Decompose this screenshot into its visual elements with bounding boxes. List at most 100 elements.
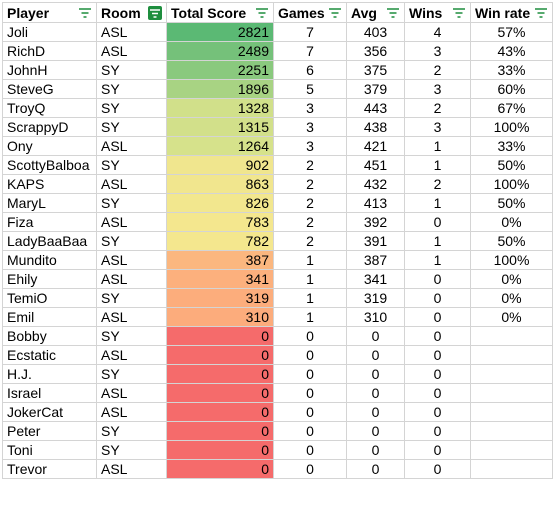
games-cell[interactable]: 0: [273, 459, 347, 479]
total-score-cell[interactable]: 341: [166, 269, 274, 289]
room-cell[interactable]: SY: [96, 60, 167, 80]
games-cell[interactable]: 0: [273, 345, 347, 365]
header-avg[interactable]: Avg: [346, 2, 405, 23]
room-cell[interactable]: ASL: [96, 345, 167, 365]
win-rate-cell[interactable]: 33%: [470, 60, 553, 80]
win-rate-cell[interactable]: [470, 345, 553, 365]
avg-cell[interactable]: 375: [346, 60, 405, 80]
filter-icon[interactable]: [386, 6, 400, 20]
player-cell[interactable]: Joli: [2, 22, 97, 42]
player-cell[interactable]: Israel: [2, 383, 97, 403]
avg-cell[interactable]: 0: [346, 421, 405, 441]
filter-icon[interactable]: [328, 6, 342, 20]
player-cell[interactable]: Toni: [2, 440, 97, 460]
wins-cell[interactable]: 0: [404, 421, 471, 441]
room-cell[interactable]: SY: [96, 326, 167, 346]
avg-cell[interactable]: 421: [346, 136, 405, 156]
win-rate-cell[interactable]: 0%: [470, 269, 553, 289]
total-score-cell[interactable]: 0: [166, 402, 274, 422]
wins-cell[interactable]: 0: [404, 212, 471, 232]
player-cell[interactable]: ScrappyD: [2, 117, 97, 137]
avg-cell[interactable]: 392: [346, 212, 405, 232]
total-score-cell[interactable]: 826: [166, 193, 274, 213]
games-cell[interactable]: 0: [273, 326, 347, 346]
avg-cell[interactable]: 438: [346, 117, 405, 137]
room-cell[interactable]: ASL: [96, 459, 167, 479]
win-rate-cell[interactable]: [470, 459, 553, 479]
header-total-score[interactable]: Total Score: [166, 2, 274, 23]
games-cell[interactable]: 0: [273, 402, 347, 422]
wins-cell[interactable]: 3: [404, 117, 471, 137]
avg-cell[interactable]: 0: [346, 459, 405, 479]
wins-cell[interactable]: 1: [404, 231, 471, 251]
total-score-cell[interactable]: 310: [166, 307, 274, 327]
avg-cell[interactable]: 319: [346, 288, 405, 308]
room-cell[interactable]: ASL: [96, 402, 167, 422]
avg-cell[interactable]: 387: [346, 250, 405, 270]
games-cell[interactable]: 3: [273, 98, 347, 118]
games-cell[interactable]: 2: [273, 193, 347, 213]
wins-cell[interactable]: 0: [404, 269, 471, 289]
total-score-cell[interactable]: 0: [166, 326, 274, 346]
room-cell[interactable]: SY: [96, 155, 167, 175]
wins-cell[interactable]: 1: [404, 136, 471, 156]
total-score-cell[interactable]: 1328: [166, 98, 274, 118]
wins-cell[interactable]: 0: [404, 307, 471, 327]
games-cell[interactable]: 5: [273, 79, 347, 99]
win-rate-cell[interactable]: 0%: [470, 212, 553, 232]
filter-icon[interactable]: [78, 6, 92, 20]
win-rate-cell[interactable]: 57%: [470, 22, 553, 42]
avg-cell[interactable]: 0: [346, 364, 405, 384]
room-cell[interactable]: SY: [96, 79, 167, 99]
player-cell[interactable]: MaryL: [2, 193, 97, 213]
room-cell[interactable]: SY: [96, 193, 167, 213]
wins-cell[interactable]: 2: [404, 98, 471, 118]
avg-cell[interactable]: 391: [346, 231, 405, 251]
games-cell[interactable]: 1: [273, 269, 347, 289]
wins-cell[interactable]: 2: [404, 60, 471, 80]
total-score-cell[interactable]: 0: [166, 459, 274, 479]
avg-cell[interactable]: 0: [346, 326, 405, 346]
win-rate-cell[interactable]: 100%: [470, 250, 553, 270]
player-cell[interactable]: Bobby: [2, 326, 97, 346]
total-score-cell[interactable]: 1315: [166, 117, 274, 137]
room-cell[interactable]: SY: [96, 421, 167, 441]
avg-cell[interactable]: 451: [346, 155, 405, 175]
player-cell[interactable]: SteveG: [2, 79, 97, 99]
filter-icon[interactable]: [534, 6, 548, 20]
wins-cell[interactable]: 0: [404, 402, 471, 422]
avg-cell[interactable]: 0: [346, 402, 405, 422]
avg-cell[interactable]: 379: [346, 79, 405, 99]
win-rate-cell[interactable]: 33%: [470, 136, 553, 156]
games-cell[interactable]: 0: [273, 383, 347, 403]
games-cell[interactable]: 7: [273, 41, 347, 61]
avg-cell[interactable]: 413: [346, 193, 405, 213]
avg-cell[interactable]: 403: [346, 22, 405, 42]
wins-cell[interactable]: 2: [404, 174, 471, 194]
player-cell[interactable]: Emil: [2, 307, 97, 327]
win-rate-cell[interactable]: 100%: [470, 174, 553, 194]
room-cell[interactable]: SY: [96, 117, 167, 137]
avg-cell[interactable]: 443: [346, 98, 405, 118]
filter-active-icon[interactable]: [148, 6, 162, 20]
room-cell[interactable]: SY: [96, 364, 167, 384]
player-cell[interactable]: KAPS: [2, 174, 97, 194]
wins-cell[interactable]: 0: [404, 459, 471, 479]
player-cell[interactable]: Ehily: [2, 269, 97, 289]
win-rate-cell[interactable]: 0%: [470, 307, 553, 327]
games-cell[interactable]: 3: [273, 117, 347, 137]
filter-icon[interactable]: [255, 6, 269, 20]
header-win-rate[interactable]: Win rate: [470, 2, 553, 23]
win-rate-cell[interactable]: 67%: [470, 98, 553, 118]
games-cell[interactable]: 2: [273, 212, 347, 232]
header-player[interactable]: Player: [2, 2, 97, 23]
header-wins[interactable]: Wins: [404, 2, 471, 23]
win-rate-cell[interactable]: [470, 326, 553, 346]
games-cell[interactable]: 6: [273, 60, 347, 80]
total-score-cell[interactable]: 319: [166, 288, 274, 308]
player-cell[interactable]: Peter: [2, 421, 97, 441]
win-rate-cell[interactable]: [470, 440, 553, 460]
room-cell[interactable]: ASL: [96, 174, 167, 194]
avg-cell[interactable]: 310: [346, 307, 405, 327]
player-cell[interactable]: H.J.: [2, 364, 97, 384]
